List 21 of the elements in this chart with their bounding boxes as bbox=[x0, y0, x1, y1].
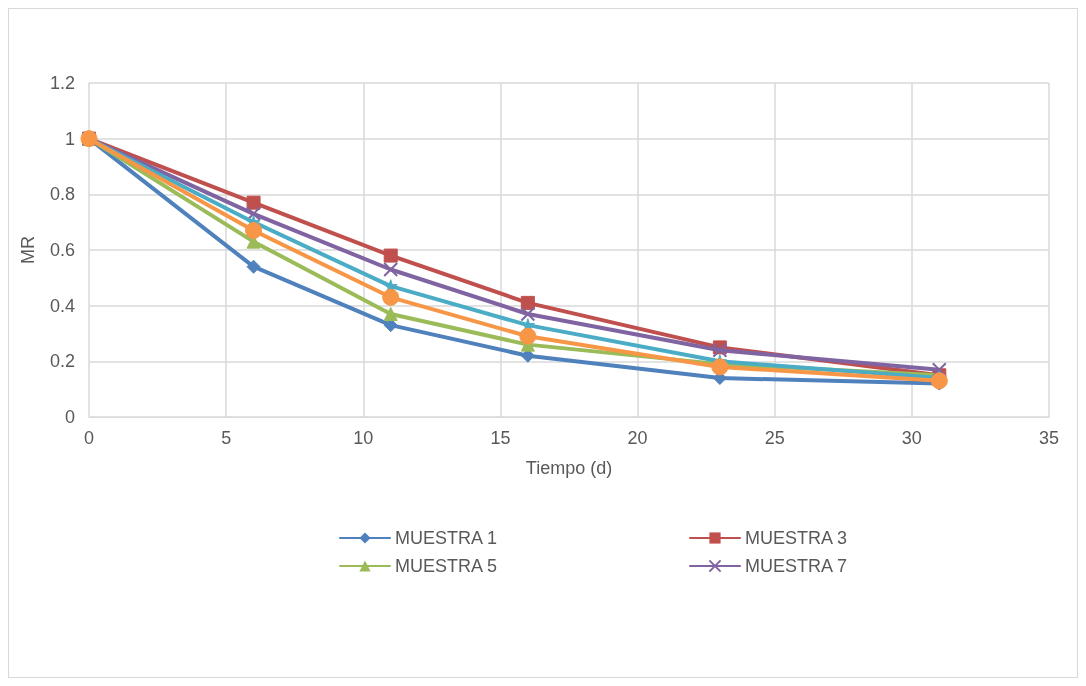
y-tick-label: 0.2 bbox=[49, 351, 75, 372]
y-tick-label: 1 bbox=[64, 128, 75, 149]
y-tick-label: 0.6 bbox=[49, 240, 75, 260]
legend-label: MUESTRA 1 bbox=[395, 528, 498, 548]
x-tick-label: 25 bbox=[764, 428, 785, 448]
x-tick-label: 0 bbox=[83, 428, 95, 448]
y-tick-label: 0.8 bbox=[49, 184, 75, 205]
legend-label: MUESTRA 5 bbox=[395, 556, 498, 576]
legend-label: MUESTRA 3 bbox=[745, 528, 848, 548]
x-axis-title: Tiempo (d) bbox=[525, 458, 613, 478]
y-tick-label: 0.4 bbox=[49, 295, 75, 316]
x-tick-label: 35 bbox=[1038, 428, 1060, 448]
x-tick-label: 5 bbox=[221, 428, 232, 448]
y-tick-label: 0 bbox=[64, 407, 75, 427]
x-tick-label: 20 bbox=[627, 428, 648, 448]
legend-label: MUESTRA 7 bbox=[745, 556, 848, 576]
x-tick-label: 10 bbox=[353, 428, 374, 448]
x-tick-label: 15 bbox=[490, 428, 511, 448]
y-axis-title: MR bbox=[18, 236, 38, 264]
x-tick-label: 30 bbox=[901, 428, 922, 448]
y-tick-label: 1.2 bbox=[49, 73, 75, 93]
